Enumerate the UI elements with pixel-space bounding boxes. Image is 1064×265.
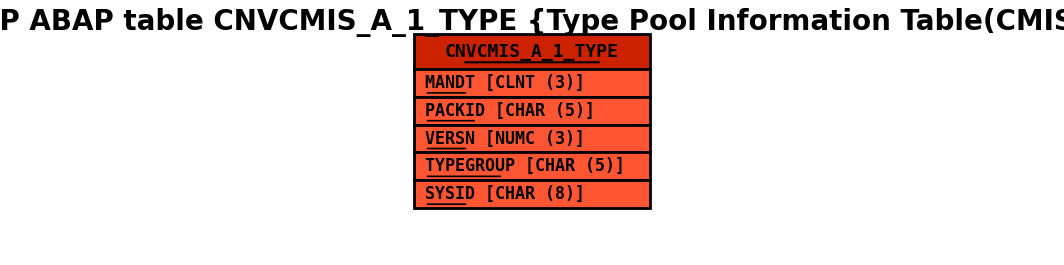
- Bar: [414, 34, 650, 69]
- Text: TYPEGROUP [CHAR (5)]: TYPEGROUP [CHAR (5)]: [425, 157, 625, 175]
- Text: SYSID [CHAR (8)]: SYSID [CHAR (8)]: [425, 185, 584, 203]
- Bar: [414, 152, 650, 180]
- Bar: [414, 125, 650, 152]
- Text: CNVCMIS_A_1_TYPE: CNVCMIS_A_1_TYPE: [445, 43, 619, 61]
- Bar: [414, 97, 650, 125]
- Text: MANDT [CLNT (3)]: MANDT [CLNT (3)]: [425, 74, 584, 92]
- Bar: [414, 180, 650, 208]
- Text: VERSN [NUMC (3)]: VERSN [NUMC (3)]: [425, 130, 584, 147]
- Bar: [414, 69, 650, 97]
- Text: SAP ABAP table CNVCMIS_A_1_TYPE {Type Pool Information Table(CMIS)}: SAP ABAP table CNVCMIS_A_1_TYPE {Type Po…: [0, 8, 1064, 37]
- Text: PACKID [CHAR (5)]: PACKID [CHAR (5)]: [425, 102, 595, 120]
